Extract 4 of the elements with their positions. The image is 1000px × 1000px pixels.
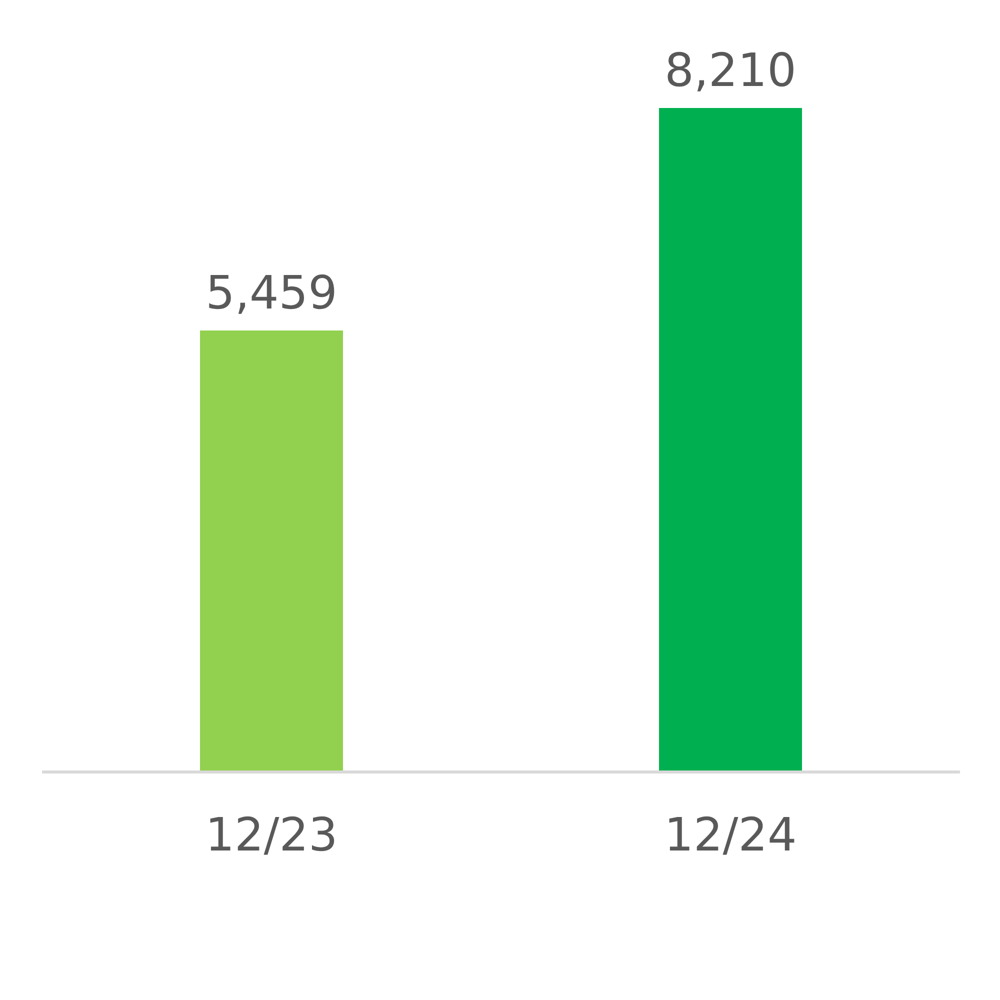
x-tick-label: 12/23 <box>205 808 338 862</box>
data-label: 8,210 <box>664 43 796 97</box>
data-label: 5,459 <box>206 265 338 320</box>
x-tick-label: 12/24 <box>664 808 797 862</box>
